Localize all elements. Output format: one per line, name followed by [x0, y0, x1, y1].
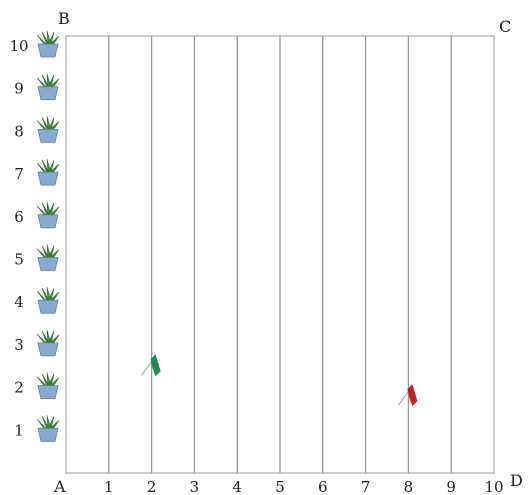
x-tick-label: 5	[275, 478, 285, 495]
x-tick-label: 8	[404, 478, 414, 495]
potted-plant-icon	[36, 329, 60, 357]
corner-label-d: D	[510, 471, 523, 490]
y-tick-label: 10	[9, 37, 28, 55]
corner-label-a: A	[53, 477, 66, 495]
potted-plant-icon	[36, 372, 60, 399]
y-tick-label: 9	[14, 80, 24, 98]
y-tick-label: 6	[14, 208, 24, 226]
y-tick-label: 5	[14, 251, 24, 269]
x-tick-label: 9	[446, 478, 456, 495]
x-tick-label: 4	[232, 478, 242, 495]
potted-plant-icon	[36, 159, 60, 186]
y-tick-label: 3	[14, 336, 24, 354]
corner-label-c: C	[499, 17, 511, 36]
y-tick-label: 2	[14, 379, 24, 397]
potted-plant-icon	[36, 415, 60, 442]
potted-plant-icon	[36, 116, 60, 143]
y-tick-label: 7	[14, 165, 24, 183]
y-tick-label: 4	[14, 293, 24, 311]
x-tick-label: 10	[484, 478, 503, 495]
x-tick-label: 2	[147, 478, 157, 495]
y-tick-label: 1	[14, 421, 24, 439]
x-tick-label: 1	[104, 478, 114, 495]
red-flag-icon	[397, 384, 418, 407]
green-flag-icon	[141, 354, 161, 377]
x-tick-label: 3	[190, 478, 200, 495]
potted-plant-icon	[36, 73, 60, 101]
x-tick-label: 7	[361, 478, 371, 495]
corner-label-b: B	[58, 9, 70, 28]
potted-plant-icon	[36, 244, 60, 271]
x-tick-label: 6	[318, 478, 328, 495]
y-tick-label: 8	[14, 122, 24, 140]
potted-plant-icon	[36, 30, 60, 58]
potted-plant-icon	[36, 287, 60, 314]
potted-plant-icon	[36, 201, 60, 229]
